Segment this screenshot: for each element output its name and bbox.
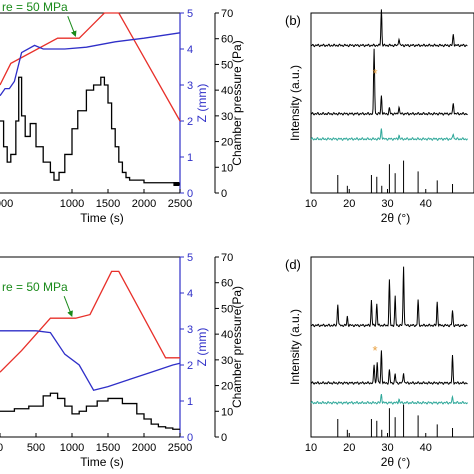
z-axis-title: Z (mm) [195,328,209,367]
z-tick-label: 1 [187,396,193,408]
x-tick-label: 2500 [168,198,192,210]
pressure-tick-label: 30 [221,355,233,367]
panel-d-xrd-chart: 10 20 30 40 2θ (°) Intensity (a.u.) (d) * [285,256,474,469]
x-tick-label: 30 [381,198,393,210]
panel-label: (b) [285,13,301,28]
pressure-tick-label: 10 [221,406,233,418]
x-tick-label: 1500 [96,442,120,454]
pressure-axis-title: Chamber pressure (Pa) [230,40,244,165]
plot-frame [310,12,474,194]
annotation-label: re = 50 MPa [2,0,68,14]
x-tick-label: 2500 [168,442,192,454]
x-tick-label: 20 [343,198,355,210]
pressure-tick-label: 0 [221,432,227,444]
pressure-tick-label: 10 [221,162,233,174]
annotation-arrow [63,296,73,317]
annotation-label: re = 50 MPa [2,280,68,294]
red-series-line [0,270,180,373]
z-tick-label: 0 [187,188,193,200]
x-tick-label-partial: 000 [0,198,13,210]
x-tick-label: 40 [420,442,432,454]
pressure-tick-label: 70 [221,8,233,20]
xrd-pattern-1 [310,350,468,386]
x-tick-label: 10 [305,442,317,454]
xrd-pattern-0 [310,266,468,328]
x-tick-label: 500 [27,442,45,454]
z-tick-label: 5 [187,252,193,264]
pressure-axis-title: Chamber pressure(Pa) [230,286,244,408]
x-tick-label: 10 [305,198,317,210]
pressure-series-line [0,76,180,185]
z-tick-label: 5 [187,8,193,20]
xrd-pattern-2 [310,393,468,405]
pressure-series-line [0,392,180,430]
panel-a-time-chart: 1000 1500 2000 2500 000 Time (s) 0 1 2 3 4 5 Z (mm) 0… [0,0,244,225]
pressure-tick-label: 50 [221,59,233,71]
x-axis-title: 2θ (°) [381,455,410,469]
x-tick-label: 2000 [132,442,156,454]
z-tick-label: 0 [187,432,193,444]
x-axis-title: Time (s) [80,211,124,225]
x-tick-label: 0 [0,442,3,454]
z-series-line [0,330,181,391]
pressure-tick-label: 20 [221,381,233,393]
z-tick-label: 2 [187,360,193,372]
xrd-pattern-2 [310,128,468,141]
x-tick-label: 1000 [60,442,84,454]
x-axis-title: Time (s) [80,455,124,469]
pressure-tick-label: 30 [221,111,233,123]
y-axis-title: Intensity (a.u.) [288,65,302,141]
pressure-tick-label: 60 [221,34,233,46]
z-axis-title: Z (mm) [195,84,209,123]
pressure-tick-label: 60 [221,278,233,290]
panel-label: (d) [285,257,301,272]
x-axis-title: 2θ (°) [381,211,410,225]
z-tick-label: 3 [187,80,193,92]
plot-frame [310,256,474,438]
pressure-tick-label: 0 [221,188,227,200]
z-tick-label: 4 [187,288,193,300]
pressure-tick-label: 20 [221,137,233,149]
peak-marker: * [372,343,377,358]
x-tick-label: 1500 [96,198,120,210]
pressure-tick-label: 40 [221,329,233,341]
z-tick-label: 2 [187,116,193,128]
x-tick-label: 30 [381,442,393,454]
pressure-tick-label: 70 [221,252,233,264]
x-tick-label: 2000 [132,198,156,210]
peak-marker: * [372,66,377,81]
pressure-tick-label: 50 [221,303,233,315]
xrd-pattern-1 [310,48,468,116]
end-marker [173,182,180,186]
panel-b-xrd-chart: 10 20 30 40 2θ (°) Intensity (a.u.) (b) * [285,9,474,225]
z-tick-label: 3 [187,324,193,336]
x-tick-label: 20 [343,442,355,454]
annotation-arrow [67,16,77,37]
z-series-line [0,32,181,97]
x-tick-label: 40 [420,198,432,210]
z-tick-label: 1 [187,152,193,164]
red-series-line [0,12,181,122]
x-tick-label: 1000 [60,198,84,210]
z-tick-label: 4 [187,44,193,56]
pressure-tick-label: 40 [221,85,233,97]
xrd-pattern-0 [310,9,468,48]
y-axis-title: Intensity (a.u.) [288,309,302,385]
